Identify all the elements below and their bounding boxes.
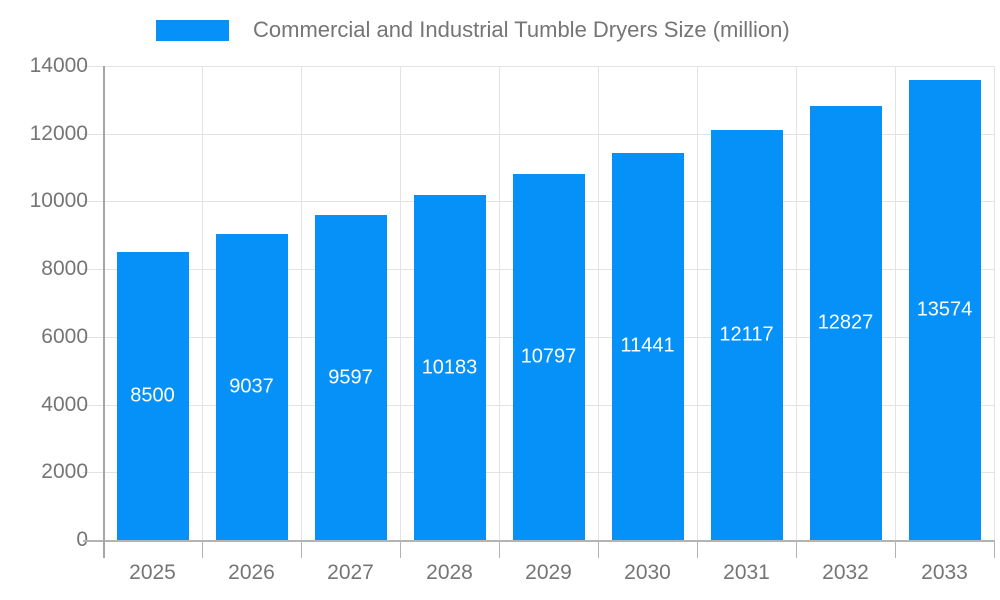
bar-value-label: 12117 xyxy=(719,323,774,346)
x-axis-tick-label: 2031 xyxy=(723,561,770,584)
x-axis-tick-mark xyxy=(796,540,797,558)
x-axis-tick-mark xyxy=(301,540,302,558)
v-gridline xyxy=(499,66,500,540)
bar-value-label: 9037 xyxy=(229,375,274,398)
y-axis-tick-label: 0 xyxy=(76,528,88,552)
bar-2028[interactable] xyxy=(413,195,486,540)
y-axis-tick-label: 14000 xyxy=(29,54,88,77)
v-gridline xyxy=(598,66,599,540)
y-axis-line xyxy=(103,66,105,558)
v-gridline xyxy=(796,66,797,540)
bar-2033[interactable] xyxy=(908,80,981,540)
bar-2029[interactable] xyxy=(512,174,585,540)
bar-value-label: 11441 xyxy=(620,334,675,357)
y-axis-tick-label: 12000 xyxy=(29,121,88,145)
x-axis-tick-label: 2033 xyxy=(921,561,968,584)
bar-2027[interactable] xyxy=(314,215,387,540)
bar-2025[interactable] xyxy=(116,252,189,540)
bar-2032[interactable] xyxy=(809,105,882,540)
bar-value-label: 8500 xyxy=(130,384,175,407)
x-axis-tick-label: 2030 xyxy=(624,561,671,584)
y-axis-tick-label: 6000 xyxy=(41,324,88,348)
x-axis-line xyxy=(83,540,994,542)
x-axis-tick-label: 2025 xyxy=(129,561,176,584)
x-axis-tick-mark xyxy=(499,540,500,558)
bar-value-label: 9597 xyxy=(328,366,373,389)
legend-item[interactable]: Commercial and Industrial Tumble Dryers … xyxy=(156,14,790,46)
v-gridline xyxy=(301,66,302,540)
x-axis-tick-label: 2032 xyxy=(822,561,869,584)
x-axis-tick-mark xyxy=(895,540,896,558)
x-axis-tick-mark xyxy=(697,540,698,558)
x-axis-tick-label: 2028 xyxy=(426,561,473,584)
bar-value-label: 13574 xyxy=(916,298,973,321)
v-gridline xyxy=(895,66,896,540)
y-axis-tick-label: 2000 xyxy=(41,460,88,484)
legend-swatch xyxy=(156,19,229,41)
bar-2030[interactable] xyxy=(611,152,684,540)
x-axis-tick-label: 2026 xyxy=(228,561,275,584)
bar-2026[interactable] xyxy=(215,234,288,540)
v-gridline xyxy=(994,66,995,540)
bar-2031[interactable] xyxy=(710,129,783,540)
bar-value-label: 12827 xyxy=(817,311,874,334)
x-axis-tick-label: 2027 xyxy=(327,561,374,584)
y-axis-tick-label: 10000 xyxy=(29,189,88,213)
y-axis-tick-label: 4000 xyxy=(41,392,88,416)
v-gridline xyxy=(202,66,203,540)
v-gridline xyxy=(697,66,698,540)
h-gridline xyxy=(83,66,994,67)
legend-label: Commercial and Industrial Tumble Dryers … xyxy=(253,17,790,42)
v-gridline xyxy=(400,66,401,540)
x-axis-tick-mark xyxy=(598,540,599,558)
h-gridline xyxy=(83,133,994,135)
x-axis-tick-mark xyxy=(994,540,995,558)
bar-value-label: 10797 xyxy=(520,345,577,368)
y-axis-tick-label: 8000 xyxy=(41,257,88,281)
bar-value-label: 10183 xyxy=(421,356,478,379)
x-axis-tick-mark xyxy=(202,540,203,558)
x-axis-tick-mark xyxy=(400,540,401,558)
x-axis-tick-label: 2029 xyxy=(525,561,572,584)
